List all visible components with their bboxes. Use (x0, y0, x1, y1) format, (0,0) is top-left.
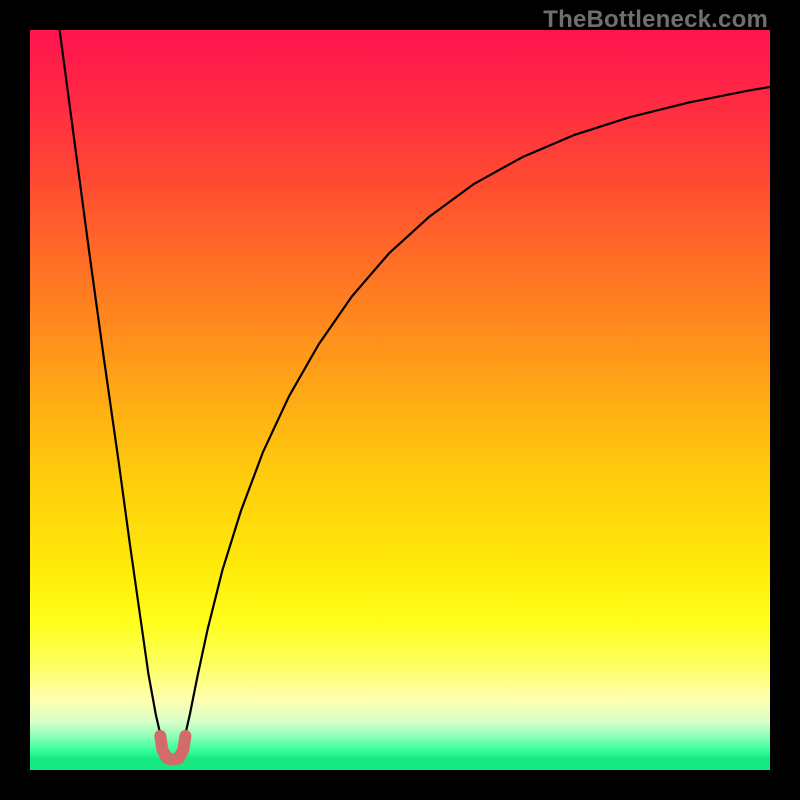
plot-area (30, 30, 770, 770)
chart-frame: TheBottleneck.com (0, 0, 800, 800)
watermark-text: TheBottleneck.com (543, 6, 768, 34)
gradient-background (30, 30, 770, 770)
chart-svg (30, 30, 770, 770)
